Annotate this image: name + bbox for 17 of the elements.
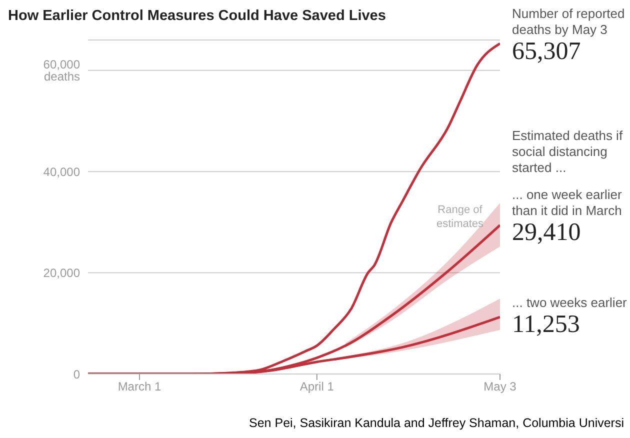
y-tick-label: 60,000 deaths bbox=[43, 58, 80, 84]
text: Sen Pei, Sasikiran Kandula and Jeffrey Shaman, Columbia Universi bbox=[249, 416, 624, 430]
data-label: 65,307 bbox=[512, 38, 582, 66]
annotation: Range of estimates bbox=[435, 203, 485, 231]
x-tick-label: May 3 bbox=[484, 380, 517, 394]
y-tick-label: 0 bbox=[73, 367, 80, 382]
series-label: Number of reported deaths by May 3 bbox=[512, 6, 626, 38]
text: Estimated deaths if social distancing started ... bbox=[512, 128, 624, 176]
chart-title: How Earlier Control Measures Could Have Saved Lives bbox=[8, 8, 386, 24]
data-label: 29,410 bbox=[512, 219, 582, 248]
y-tick-label: 20,000 bbox=[43, 266, 80, 280]
data-label: 11,253 bbox=[512, 311, 581, 340]
series-label: ... one week earlier than it did in March bbox=[512, 187, 623, 220]
series-label: ... two weeks earlier bbox=[512, 295, 628, 312]
x-tick-label: April 1 bbox=[300, 380, 334, 394]
y-tick-label: 40,000 bbox=[43, 164, 80, 179]
x-tick-label: March 1 bbox=[118, 380, 162, 394]
